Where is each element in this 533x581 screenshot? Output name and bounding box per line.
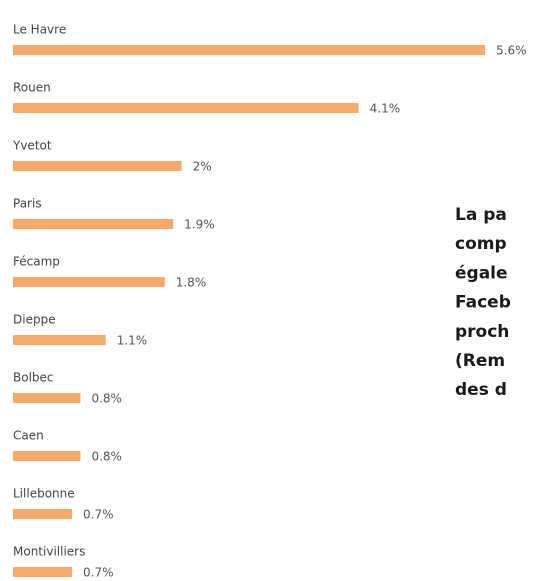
- bar: [13, 567, 73, 577]
- bar: [13, 509, 73, 519]
- value-label: 0.7%: [83, 566, 114, 580]
- category-label: Rouen: [13, 81, 51, 95]
- category-label: Montivilliers: [13, 545, 85, 559]
- bar: [13, 219, 174, 229]
- bar: [13, 161, 182, 171]
- annotation: La pa: [455, 205, 507, 225]
- value-label: 0.7%: [83, 508, 114, 522]
- category-label: Paris: [13, 197, 42, 211]
- category-label: Dieppe: [13, 313, 56, 327]
- value-label: 5.6%: [496, 44, 526, 58]
- annotation: (Rem: [455, 351, 505, 371]
- category-label: Lillebonne: [13, 487, 75, 501]
- category-label: Caen: [13, 429, 44, 443]
- bar: [13, 451, 81, 461]
- annotation: comp: [455, 234, 507, 254]
- value-label: 1.9%: [184, 218, 215, 232]
- value-label: 1.8%: [176, 276, 207, 290]
- annotation: Faceb: [455, 293, 511, 313]
- annotation: proch: [455, 322, 509, 342]
- bar: [13, 45, 486, 55]
- bar: [13, 277, 165, 287]
- bar: [13, 103, 359, 113]
- value-label: 2%: [193, 160, 212, 174]
- annotation: égale: [455, 263, 508, 283]
- value-label: 4.1%: [370, 102, 401, 116]
- category-label: Yvetot: [12, 139, 52, 153]
- category-label: Fécamp: [13, 255, 60, 269]
- bar: [13, 393, 81, 403]
- value-label: 1.1%: [117, 334, 148, 348]
- annotation: des d: [455, 380, 507, 400]
- category-label: Bolbec: [13, 371, 54, 385]
- category-label: Le Havre: [13, 23, 66, 37]
- bar: [13, 335, 106, 345]
- value-label: 0.8%: [91, 450, 122, 464]
- value-label: 0.8%: [91, 392, 122, 406]
